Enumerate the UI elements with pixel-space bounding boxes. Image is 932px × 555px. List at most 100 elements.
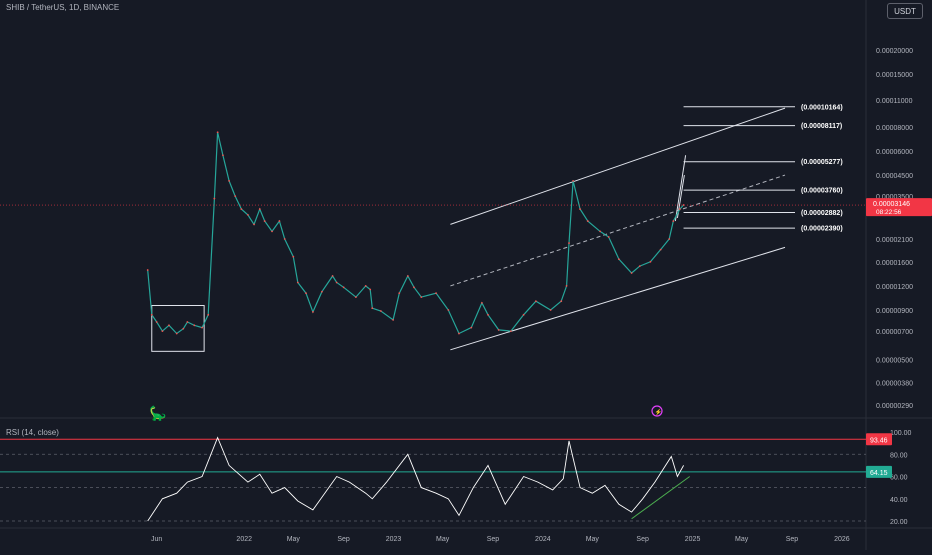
price-tick-label: 0.00001200 <box>876 284 913 291</box>
price-point <box>234 195 237 198</box>
price-point <box>213 197 216 200</box>
channel-mid-line[interactable] <box>450 174 786 287</box>
price-point <box>331 275 334 277</box>
rsi-trend-line[interactable] <box>631 476 690 520</box>
price-point <box>599 230 602 233</box>
price-point <box>216 131 219 134</box>
price-point <box>568 242 570 244</box>
price-point <box>283 238 286 240</box>
rsi-level-label: 93.46 <box>870 437 888 444</box>
price-tick-label: 0.00000700 <box>876 329 913 336</box>
price-tick-label: 0.00003500 <box>876 194 913 201</box>
time-tick-label: 2025 <box>685 536 701 543</box>
price-point <box>182 327 185 330</box>
time-tick-label: May <box>586 536 600 543</box>
price-point <box>342 286 345 289</box>
price-tick-label: 0.00020000 <box>876 48 913 55</box>
price-point <box>630 272 633 274</box>
channel-upper-line[interactable] <box>450 107 786 225</box>
time-tick-label: Sep <box>487 536 500 543</box>
price-point <box>447 309 450 311</box>
price-point <box>398 292 401 295</box>
rsi-tick-label: 80.00 <box>890 452 908 459</box>
price-point <box>364 285 367 287</box>
price-tick-label: 0.00015000 <box>876 72 913 79</box>
price-point <box>207 313 210 316</box>
price-point <box>586 220 589 222</box>
rsi-tick-label: 100.00 <box>890 430 912 437</box>
price-point <box>186 321 189 323</box>
price-series-line <box>147 132 685 335</box>
time-tick-label: Jun <box>151 536 162 543</box>
price-point <box>354 296 357 299</box>
price-point <box>271 230 273 233</box>
price-point <box>253 223 255 226</box>
time-tick-label: 2023 <box>386 536 402 543</box>
price-point <box>607 236 610 238</box>
time-tick-label: Sep <box>337 536 350 543</box>
rsi-title: RSI (14, close) <box>6 428 59 437</box>
rsi-level-badge <box>866 433 892 446</box>
time-tick-label: Sep <box>786 536 799 543</box>
projection-line[interactable] <box>674 155 687 222</box>
price-point <box>638 265 641 267</box>
lightning-glyph-icon: ⚡ <box>655 408 662 416</box>
price-point <box>668 238 671 240</box>
price-point <box>305 292 307 295</box>
price-point <box>678 208 681 210</box>
price-point <box>458 332 460 335</box>
price-tick-label: 0.00008000 <box>876 125 913 132</box>
price-point <box>175 332 178 335</box>
target-level-label: (0.00002882) <box>801 210 843 217</box>
price-tick-label: 0.00004500 <box>876 173 913 180</box>
rsi-tick-label: 60.00 <box>890 475 908 482</box>
price-point <box>161 330 164 333</box>
price-point <box>649 260 652 263</box>
target-level-label: (0.00008117) <box>801 123 842 130</box>
price-point <box>193 324 196 327</box>
lightning-icon <box>651 405 663 417</box>
price-tick-label: 0.00000500 <box>876 357 913 364</box>
price-point <box>379 310 382 312</box>
time-tick-label: May <box>287 536 301 543</box>
consolidation-box[interactable] <box>151 305 205 352</box>
target-level-label: (0.00010164) <box>801 104 843 111</box>
price-point <box>435 292 437 295</box>
currency-button[interactable]: USDT <box>887 3 923 19</box>
price-point <box>312 311 314 313</box>
price-point <box>369 288 372 291</box>
price-point <box>510 330 512 333</box>
price-point <box>278 220 281 222</box>
price-point <box>296 281 299 284</box>
price-point <box>659 248 662 251</box>
price-point <box>487 313 489 316</box>
price-point <box>480 301 483 304</box>
price-point <box>470 326 473 329</box>
price-point <box>146 269 149 271</box>
countdown-label: 08:22:56 <box>876 209 902 216</box>
price-point <box>263 220 266 222</box>
price-tick-label: 0.00001600 <box>876 260 913 267</box>
price-point <box>222 154 224 157</box>
price-tick-label: 0.00000380 <box>876 380 913 387</box>
price-point <box>534 300 537 303</box>
time-tick-label: 2026 <box>834 536 850 543</box>
price-point <box>240 208 243 210</box>
price-tick-label: 0.00000900 <box>876 308 913 315</box>
time-tick-label: 2022 <box>236 536 252 543</box>
target-level-label: (0.00002390) <box>801 226 843 233</box>
price-point <box>549 309 552 311</box>
chart-title: SHIB / TetherUS, 1D, BINANCE <box>6 3 120 12</box>
price-tick-label: 0.00002100 <box>876 237 913 244</box>
current-price-badge <box>866 198 932 217</box>
price-point <box>258 208 261 210</box>
current-price-label: 0.00003146 <box>873 201 910 208</box>
price-tick-label: 0.00000290 <box>876 403 913 410</box>
time-tick-label: Sep <box>636 536 649 543</box>
price-point <box>321 290 323 293</box>
price-point <box>155 321 158 323</box>
price-tick-label: 0.00011000 <box>876 98 913 105</box>
channel-lower-line[interactable] <box>450 246 786 351</box>
price-point <box>682 204 685 206</box>
